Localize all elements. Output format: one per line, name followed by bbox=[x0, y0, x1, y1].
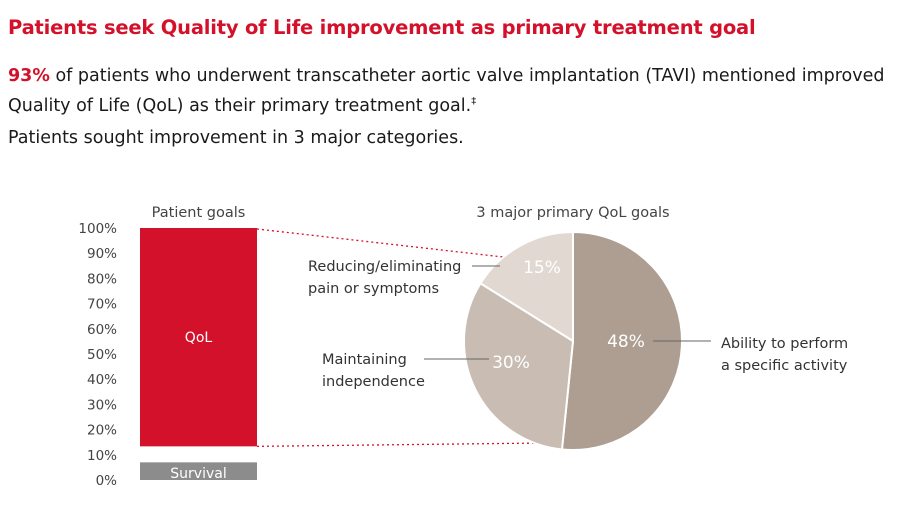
intro-text: 93% of patients who underwent transcathe… bbox=[8, 64, 898, 119]
connector-line-top bbox=[256, 228, 504, 258]
pie-callout-label: independence bbox=[322, 374, 425, 390]
pie-slice-value: 48% bbox=[607, 332, 645, 352]
bar-chart-title: Patient goals bbox=[152, 205, 246, 221]
pie-slice-value: 30% bbox=[492, 353, 530, 373]
page-title: Patients seek Quality of Life improvemen… bbox=[8, 16, 756, 39]
intro-highlight: 93% bbox=[8, 66, 50, 86]
y-tick-label: 0% bbox=[96, 473, 118, 489]
y-tick-label: 30% bbox=[87, 397, 117, 413]
pie-callout-label: a specific activity bbox=[721, 358, 848, 374]
y-tick-label: 70% bbox=[87, 297, 117, 313]
y-tick-label: 60% bbox=[87, 322, 117, 338]
pie-slice-value: 15% bbox=[523, 258, 561, 278]
y-tick-label: 20% bbox=[87, 423, 117, 439]
pie-callout-label: Ability to perform bbox=[721, 336, 848, 352]
y-tick-label: 50% bbox=[87, 347, 117, 363]
y-tick-label: 80% bbox=[87, 271, 117, 287]
footnote-mark: ‡ bbox=[471, 96, 477, 107]
bar-segment-label: Survival bbox=[170, 466, 226, 482]
pie-chart-title: 3 major primary QoL goals bbox=[476, 205, 669, 221]
bar-segment-qol bbox=[140, 228, 257, 447]
pie-slice bbox=[560, 230, 683, 451]
subline-text: Patients sought improvement in 3 major c… bbox=[8, 128, 464, 148]
y-tick-label: 100% bbox=[78, 221, 117, 237]
bar-segment-survival bbox=[140, 462, 257, 480]
intro-body: of patients who underwent transcatheter … bbox=[8, 66, 885, 116]
pie-callout-label: pain or symptoms bbox=[308, 281, 439, 297]
y-tick-label: 90% bbox=[87, 246, 117, 262]
pie-callout-label: Maintaining bbox=[322, 352, 407, 368]
y-tick-label: 10% bbox=[87, 448, 117, 464]
pie-slice bbox=[479, 230, 574, 343]
pie-callout-label: Reducing/eliminating bbox=[308, 259, 461, 275]
bar-segment-label: QoL bbox=[185, 330, 213, 346]
y-tick-label: 40% bbox=[87, 372, 117, 388]
connector-line-bottom bbox=[256, 442, 544, 448]
